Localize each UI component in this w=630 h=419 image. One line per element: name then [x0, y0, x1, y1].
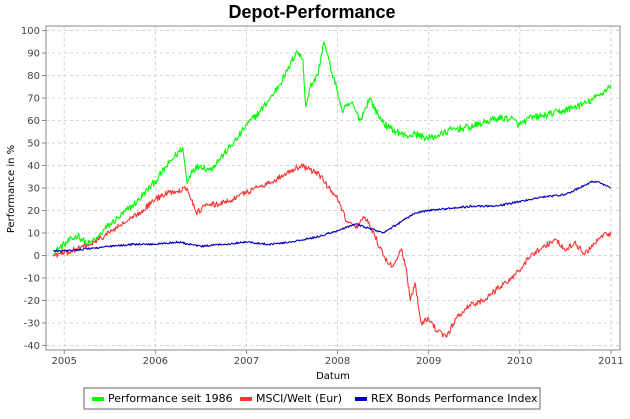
- y-tick-label: 100: [21, 26, 40, 37]
- series-layer: [52, 41, 612, 338]
- series-line-2: [52, 180, 611, 253]
- y-tick-label: 50: [27, 139, 40, 150]
- y-tick-label: 90: [27, 49, 40, 60]
- x-tick-label: 2008: [325, 356, 350, 367]
- legend-swatch-rex: [355, 397, 367, 401]
- legend-swatch-performance: [92, 397, 104, 401]
- y-tick-label: -20: [24, 296, 40, 307]
- x-tick-label: 2009: [416, 356, 441, 367]
- x-tick-label: 2007: [234, 356, 259, 367]
- plot-border: [45, 25, 621, 351]
- y-tick-label: 20: [27, 206, 40, 217]
- legend: Performance seit 1986 MSCI/Welt (Eur) RE…: [83, 387, 541, 410]
- legend-label-performance: Performance seit 1986: [108, 392, 233, 405]
- y-tick-label: 60: [27, 116, 40, 127]
- y-axis-label: Performance in %: [6, 145, 17, 233]
- legend-swatch-msci: [240, 397, 252, 401]
- series-line-1: [53, 163, 612, 338]
- x-tick-labels: 2005 2006 2007 2008 2009 2010 2011: [51, 356, 623, 367]
- plot-area: [46, 26, 620, 350]
- legend-box: [83, 387, 541, 410]
- y-tick-labels: -40 -30 -20 -10 0 10 20 30 40 50 60 70 80 90 100: [21, 26, 40, 352]
- x-tick-label: 2011: [598, 356, 623, 367]
- y-tick-label: -40: [24, 341, 40, 352]
- y-tick-label: 40: [27, 161, 40, 172]
- x-axis-label: Datum: [316, 371, 350, 382]
- y-tick-label: 70: [27, 94, 40, 105]
- x-tick-label: 2005: [51, 356, 76, 367]
- series-line-0: [52, 41, 612, 257]
- y-tick-label: 80: [27, 71, 40, 82]
- y-tick-label: -30: [24, 319, 40, 330]
- y-tick-label: 0: [34, 251, 40, 262]
- y-tick-label: 30: [27, 184, 40, 195]
- x-tick-label: 2006: [143, 356, 168, 367]
- x-tick-label: 2010: [507, 356, 532, 367]
- chart-title: Depot-Performance: [228, 2, 395, 22]
- y-tick-label: 10: [27, 229, 40, 240]
- legend-label-rex: REX Bonds Performance Index: [371, 392, 538, 405]
- legend-label-msci: MSCI/Welt (Eur): [256, 392, 342, 405]
- y-tick-label: -10: [24, 274, 40, 285]
